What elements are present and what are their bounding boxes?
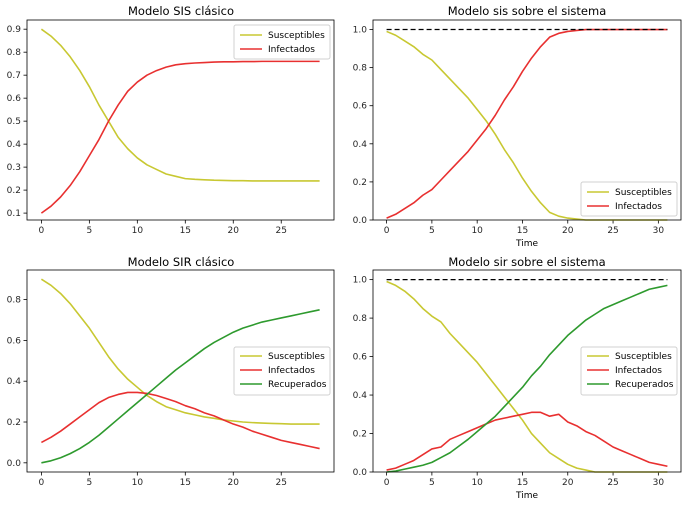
x-axis-label: Time — [515, 239, 538, 249]
series-line-recuperados — [386, 284, 668, 473]
x-tick-label: 20 — [562, 226, 574, 236]
x-tick-label: 15 — [180, 226, 191, 236]
x-tick-label: 5 — [429, 226, 435, 236]
x-tick-label: 15 — [517, 478, 528, 488]
y-tick-label: 0.2 — [7, 186, 21, 196]
x-tick-label: 25 — [607, 478, 618, 488]
series-line-infectados — [40, 60, 320, 214]
chart-sis-sistema: Modelo sis sobre el sistema 0 5 10 15 20 25 30… — [353, 4, 682, 249]
x-tick-label: 20 — [562, 478, 574, 488]
legend-box — [580, 346, 678, 396]
y-tick-label: 0.2 — [353, 430, 367, 440]
y-tick-label: 0.6 — [353, 102, 368, 112]
legend: Susceptibles Infectados — [233, 24, 331, 60]
series-line-infectados — [386, 411, 668, 471]
x-tick-label: 0 — [384, 478, 390, 488]
legend: Susceptibles Infectados Recuperados — [580, 346, 678, 396]
chart-title: Modelo SIR clásico — [128, 255, 235, 269]
y-tick-label: 0.4 — [7, 140, 22, 150]
x-tick-label: 20 — [228, 226, 240, 236]
legend-label: Recuperados — [268, 380, 327, 390]
x-tick-label: 10 — [132, 478, 144, 488]
y-tick-label: 0.8 — [353, 64, 368, 74]
chart-title: Modelo sir sobre el sistema — [448, 255, 605, 269]
y-tick-label: 0.5 — [7, 117, 21, 127]
x-tick-label: 5 — [86, 478, 92, 488]
legend-label: Infectados — [615, 366, 662, 376]
y-tick-label: 1.0 — [353, 276, 368, 286]
x-tick-label: 10 — [471, 226, 483, 236]
y-tick-label: 0.3 — [7, 163, 21, 173]
y-tick-label: 0.2 — [353, 178, 367, 188]
y-tick-label: 0.4 — [353, 391, 368, 401]
legend-label: Infectados — [268, 45, 315, 55]
x-tick-label: 25 — [607, 226, 618, 236]
y-tick-label: 0.4 — [7, 377, 22, 387]
legend-label: Susceptibles — [268, 31, 325, 41]
x-tick-label: 0 — [384, 226, 390, 236]
series-line-recuperados — [41, 309, 320, 464]
y-tick-label: 0.4 — [353, 140, 368, 150]
plot-frame — [372, 269, 682, 473]
legend-label: Susceptibles — [615, 352, 672, 362]
legend-label: Susceptibles — [268, 352, 325, 362]
x-tick-label: 5 — [429, 478, 435, 488]
legend: Susceptibles Infectados Recuperados — [233, 346, 331, 396]
legend-box — [233, 346, 331, 396]
plot-frame — [372, 19, 682, 221]
chart-title: Modelo SIS clásico — [128, 4, 234, 18]
x-tick-label: 30 — [653, 226, 665, 236]
y-tick-label: 0.0 — [353, 216, 368, 226]
plot-frame — [26, 19, 335, 221]
y-tick-label: 0.8 — [353, 314, 368, 324]
legend-box — [233, 24, 331, 60]
x-tick-label: 30 — [653, 478, 665, 488]
series-line-susceptibles — [40, 278, 320, 425]
chart-title: Modelo sis sobre el sistema — [448, 4, 607, 18]
y-tick-label: 0.9 — [7, 25, 22, 35]
y-tick-label: 0.2 — [7, 418, 21, 428]
x-tick-label: 25 — [276, 478, 287, 488]
y-tick-label: 0.7 — [7, 71, 21, 81]
x-axis-label: Time — [515, 491, 538, 501]
series-line-susceptibles — [40, 28, 320, 182]
plot-frame — [26, 269, 335, 473]
legend-label: Infectados — [615, 202, 662, 212]
x-tick-label: 20 — [228, 478, 240, 488]
series-line-infectados — [41, 391, 320, 450]
y-tick-label: 0.6 — [353, 353, 368, 363]
legend: Susceptibles Infectados — [580, 181, 678, 217]
y-tick-label: 0.8 — [7, 296, 22, 306]
y-tick-label: 0.0 — [353, 468, 368, 478]
x-tick-label: 0 — [39, 226, 45, 236]
y-tick-label: 0.8 — [7, 48, 22, 58]
legend-label: Susceptibles — [615, 188, 672, 198]
x-tick-label: 25 — [276, 226, 287, 236]
legend-label: Infectados — [268, 366, 315, 376]
x-tick-label: 10 — [132, 226, 144, 236]
x-tick-label: 15 — [180, 478, 191, 488]
y-tick-label: 0.1 — [7, 209, 21, 219]
x-tick-label: 0 — [39, 478, 45, 488]
y-tick-label: 0.6 — [7, 94, 22, 104]
y-tick-label: 1.0 — [353, 26, 368, 36]
legend-label: Recuperados — [615, 380, 674, 390]
y-tick-label: 0.6 — [7, 336, 22, 346]
x-tick-label: 5 — [86, 226, 92, 236]
x-tick-label: 15 — [517, 226, 528, 236]
x-tick-label: 10 — [471, 478, 483, 488]
chart-sir-sistema: Modelo sir sobre el sistema 0 5 10 15 20 25 30… — [353, 255, 682, 501]
chart-sis-clasico: Modelo SIS clásico 0 5 10 15 20 25 0.1 0.2 0.3 0.… — [7, 4, 335, 236]
chart-sir-clasico: Modelo SIR clásico 0 5 10 15 20 25 0.0 0.2 0.4 0.… — [7, 255, 335, 488]
legend-box — [580, 181, 678, 217]
y-tick-label: 0.0 — [7, 459, 22, 469]
